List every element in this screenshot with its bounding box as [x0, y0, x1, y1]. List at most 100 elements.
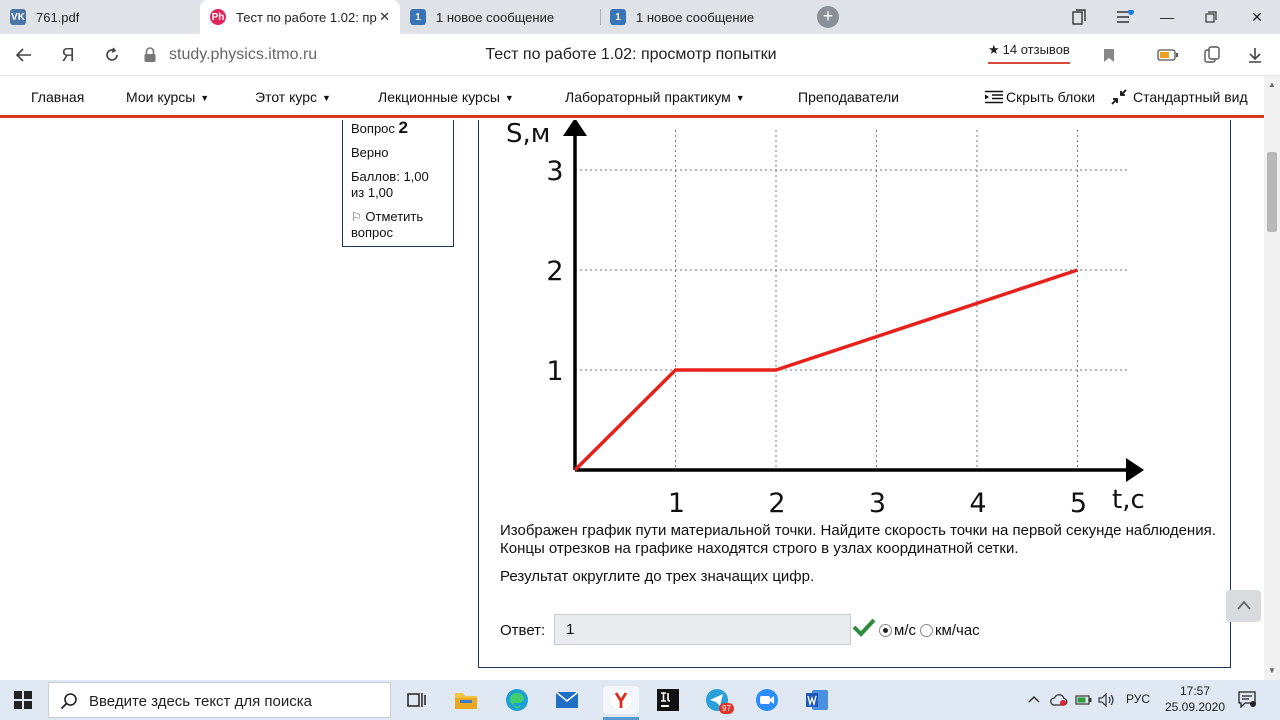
flag-question-link[interactable]: ⚐ Отметить вопрос — [351, 209, 445, 241]
compress-icon — [1111, 89, 1127, 105]
cloud-icon[interactable] — [1050, 693, 1068, 710]
unit-label-ms: м/с — [894, 622, 916, 639]
path-time-chart: 1 2 3 4 5 1 2 3 S,м t,с — [506, 120, 1145, 519]
bookmark-icon[interactable] — [1100, 46, 1118, 64]
nav-my-courses[interactable]: Мои курсы ▼ — [126, 89, 209, 105]
x-tick-label-2: 2 — [768, 488, 785, 519]
tab-pdf[interactable]: VK 761.pdf — [0, 0, 200, 34]
nav-label: Лабораторный практикум — [565, 89, 731, 105]
file-explorer-icon[interactable] — [452, 686, 480, 714]
hide-blocks-icon — [985, 90, 1003, 104]
battery-saver-icon[interactable] — [1157, 46, 1179, 64]
lock-icon — [144, 47, 156, 62]
question-instruction: Результат округлите до трех значащих циф… — [500, 568, 815, 585]
scroll-down-arrow-icon[interactable]: ▼ — [1268, 666, 1276, 675]
new-tab-button[interactable]: + — [817, 6, 839, 28]
volume-icon[interactable] — [1098, 692, 1116, 710]
mail-icon[interactable] — [553, 686, 581, 714]
edge-browser-icon[interactable] — [503, 686, 531, 714]
tabs-menu-icon[interactable] — [1058, 0, 1100, 34]
tab-label: 1 новое сообщение — [436, 9, 555, 25]
answer-input[interactable] — [554, 614, 851, 645]
tab-message-2[interactable]: 1 1 новое сообщение — [600, 0, 800, 34]
main-content: Вопрос 2 Верно Баллов: 1,00 из 1,00 ⚐ От… — [0, 120, 1264, 680]
yandex-browser-icon[interactable] — [603, 686, 639, 714]
active-app-indicator — [603, 717, 639, 720]
back-to-top-button[interactable] — [1226, 590, 1261, 622]
windows-taskbar: Введите здесь текст для поиска 97 РУС 1 — [0, 680, 1280, 720]
star-icon: ★ — [988, 42, 1000, 57]
x-tick-label-1: 1 — [668, 488, 685, 519]
question-label: Вопрос — [351, 121, 395, 136]
caret-down-icon: ▼ — [322, 93, 331, 103]
nav-lab-practicum[interactable]: Лабораторный практикум ▼ — [565, 89, 745, 105]
nav-label: Лекционные курсы — [378, 89, 500, 105]
nav-label: Этот курс — [255, 89, 318, 105]
download-icon[interactable] — [1246, 46, 1264, 64]
tab-active-test[interactable]: Ph Тест по работе 1.02: пр ✕ — [200, 0, 400, 34]
reviews-badge[interactable]: ★ 14 отзывов — [988, 42, 1070, 64]
unit-radio-ms[interactable] — [879, 624, 892, 637]
nav-label: Преподаватели — [798, 89, 899, 105]
language-indicator[interactable]: РУС — [1126, 692, 1151, 706]
word-icon[interactable] — [803, 686, 831, 714]
tab-message-1[interactable]: 1 1 новое сообщение — [400, 0, 600, 34]
unit-label-kmh: км/час — [934, 622, 980, 639]
scroll-thumb[interactable] — [1267, 152, 1277, 232]
y-axis-label: S,м — [506, 120, 550, 149]
battery-icon[interactable] — [1075, 693, 1093, 710]
y-axis-arrow — [563, 120, 587, 136]
back-arrow-icon[interactable] — [12, 43, 36, 67]
windows-start-icon[interactable] — [14, 691, 32, 709]
system-clock[interactable]: 17:57 25.09.2020 — [1160, 683, 1230, 715]
question-text: Изображен график пути материальной точки… — [500, 522, 1216, 557]
tab-label: 761.pdf — [36, 9, 80, 25]
reload-icon[interactable] — [100, 43, 124, 67]
tab-label: Тест по работе 1.02: пр — [236, 9, 377, 25]
y-tick-label-1: 1 — [546, 356, 563, 387]
clock-time: 17:57 — [1179, 684, 1211, 698]
caret-down-icon: ▼ — [504, 93, 514, 103]
vk-icon: VK — [10, 9, 26, 25]
x-axis-arrow — [1126, 458, 1144, 482]
close-window-icon[interactable]: ✕ — [1251, 8, 1263, 25]
reviews-count: 14 отзывов — [1002, 42, 1070, 57]
minimize-icon[interactable]: — — [1160, 9, 1174, 25]
collections-icon[interactable] — [1203, 46, 1221, 64]
x-tick-label-4: 4 — [969, 488, 986, 519]
yandex-icon[interactable]: Я — [61, 44, 75, 65]
x-axis-label: t,с — [1112, 485, 1145, 515]
nav-lecture-courses[interactable]: Лекционные курсы ▼ — [378, 89, 514, 105]
url-domain[interactable]: study.physics.itmo.ru — [169, 46, 318, 63]
taskbar-search[interactable]: Введите здесь текст для поиска — [48, 682, 391, 718]
site-navbar: Главная Мои курсы ▼ Этот курс ▼ Лекционные… — [0, 76, 1264, 118]
menu-icon[interactable] — [1104, 0, 1146, 34]
nav-this-course[interactable]: Этот курс ▼ — [255, 89, 331, 105]
page-scrollbar[interactable]: ▲ ▼ — [1264, 76, 1280, 680]
question-panel — [478, 120, 1231, 668]
x-tick-label-5: 5 — [1070, 488, 1087, 519]
message-icon: 1 — [610, 9, 626, 25]
tab-label: 1 новое сообщение — [636, 9, 755, 25]
tray-chevron-icon[interactable] — [1028, 692, 1040, 706]
nav-label: Мои курсы — [126, 89, 196, 105]
nav-home[interactable]: Главная — [31, 89, 84, 105]
close-tab-icon[interactable]: ✕ — [379, 9, 390, 24]
scroll-up-arrow-icon[interactable]: ▲ — [1268, 80, 1276, 89]
ph-icon: Ph — [210, 9, 226, 25]
caret-down-icon: ▼ — [735, 93, 745, 103]
standard-view-button[interactable]: Стандартный вид — [1111, 89, 1248, 105]
unit-radio-kmh[interactable] — [919, 624, 933, 637]
hide-blocks-button[interactable]: Скрыть блоки — [984, 89, 1095, 105]
zoom-icon[interactable] — [753, 686, 781, 714]
y-tick-label-2: 2 — [546, 256, 563, 287]
notifications-icon[interactable] — [1238, 691, 1256, 711]
tab-separator — [600, 9, 601, 25]
intellij-icon[interactable] — [654, 686, 682, 714]
nav-teachers[interactable]: Преподаватели — [798, 89, 899, 105]
restore-icon[interactable] — [1190, 0, 1232, 34]
task-view-icon[interactable] — [403, 686, 431, 714]
telegram-badge: 97 — [719, 703, 734, 714]
standard-view-label: Стандартный вид — [1133, 89, 1248, 105]
question-number-value: 2 — [398, 120, 408, 137]
